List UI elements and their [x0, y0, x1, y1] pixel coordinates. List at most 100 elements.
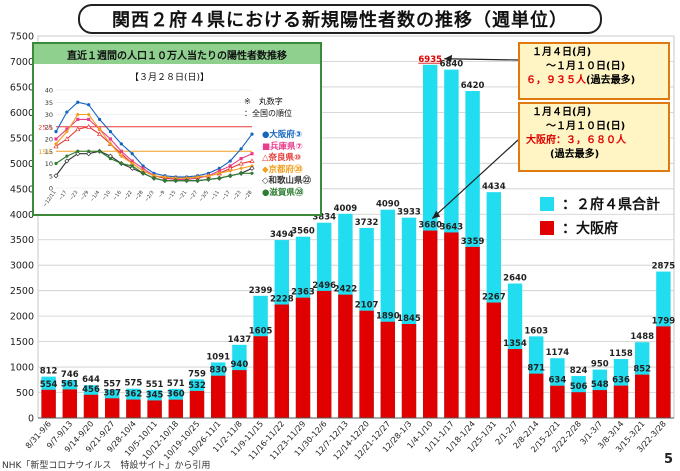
bar-osaka-value-label: 1845 — [397, 314, 421, 324]
inset-x-tick-label: ~15 — [166, 190, 177, 202]
inset-x-tick-label: ~21 — [177, 190, 188, 202]
bar-osaka-value-label: 2422 — [334, 285, 358, 295]
bar-osaka — [104, 398, 120, 418]
y-tick-label: 5500 — [10, 133, 34, 144]
region-peak-date-end: ～１月１０日(日) — [546, 61, 626, 72]
inset-legend: ●大阪府③ ■兵庫県⑦ △奈良県⑩ ◆京都府⑳ ◇和歌山県㉒ ●滋賀県㉘ — [262, 130, 311, 199]
inset-point — [75, 151, 81, 157]
bar-osaka-value-label: 1605 — [249, 326, 273, 336]
inset-point — [185, 179, 189, 183]
bar-total-value-label: 551 — [146, 380, 164, 390]
bar-osaka — [359, 310, 374, 418]
bar-total-value-label: 746 — [61, 370, 79, 380]
inset-point — [108, 157, 113, 161]
bar-total-value-label: 1158 — [609, 349, 633, 359]
legend-label-total: ：２府４県合計 — [562, 197, 660, 213]
inset-point — [75, 126, 81, 132]
bar-osaka-value-label: 2363 — [291, 288, 315, 298]
y-tick-label: 0 — [28, 414, 34, 425]
bar-osaka-value-label: 2107 — [355, 301, 379, 311]
inset-x-tick-label: ~17 — [221, 190, 232, 202]
inset-point — [64, 129, 69, 134]
bar-total-value-label: 6935 — [418, 55, 442, 65]
bar-total-value-label: 2399 — [249, 286, 273, 296]
bar-osaka — [507, 349, 523, 418]
bar-total-value-label: 3732 — [355, 218, 379, 228]
bar-osaka — [168, 399, 184, 418]
inset-x-tick-label: ~23 — [68, 190, 79, 202]
inset-point — [239, 147, 243, 151]
bar-osaka-value-label: 360 — [167, 390, 185, 400]
inset-y-tick-label: 5 — [49, 172, 53, 180]
inset-point — [53, 143, 59, 149]
inset-title: 直近１週間の人口１０万人当たりの陽性者数推移 — [34, 44, 320, 64]
inset-point — [228, 159, 232, 163]
bar-osaka — [401, 324, 417, 418]
inset-x-tick-label: ~11 — [210, 190, 221, 202]
inset-point — [76, 100, 80, 104]
bar-total-value-label: 759 — [188, 369, 206, 379]
y-tick-label: 3000 — [10, 261, 34, 272]
inset-point — [239, 171, 243, 175]
osaka-peak-suffix: (過去最多) — [550, 149, 600, 160]
inset-point — [86, 151, 92, 157]
bar-osaka — [613, 385, 629, 418]
inset-legend-item: ◇和歌山県㉒ — [262, 176, 311, 188]
bar-osaka-value-label: 387 — [103, 388, 121, 398]
bar-osaka-value-label: 506 — [570, 382, 588, 392]
y-tick-label: 2500 — [10, 286, 34, 297]
inset-x-tick-label: ~12/11 — [42, 190, 58, 209]
inset-x-tick-label: ~28 — [134, 190, 145, 202]
inset-legend-label: 大阪府③ — [269, 130, 303, 140]
inset-x-tick-label: ~9 — [157, 190, 166, 199]
inset-legend-marker: ● — [262, 187, 270, 198]
osaka-peak-date-end: ～１月１０日(日) — [546, 121, 626, 132]
bar-total-value-label: 571 — [167, 379, 185, 389]
osaka-peak-value: ３，６８０人 — [566, 135, 626, 146]
bar-total-value-label: 824 — [570, 366, 588, 376]
inset-point — [195, 174, 200, 179]
y-tick-label: 500 — [16, 388, 34, 399]
inset-legend-item: △奈良県⑩ — [262, 153, 311, 165]
osaka-peak-label: 大阪府： — [526, 135, 566, 146]
inset-series-line — [55, 113, 253, 179]
inset-point — [206, 177, 211, 182]
bar-osaka-value-label: 345 — [146, 390, 164, 400]
bar-osaka-value-label: 830 — [209, 366, 227, 376]
bar-osaka-value-label: 3643 — [440, 222, 464, 232]
bar-total-value-label: 1091 — [206, 352, 230, 362]
inset-point — [96, 131, 103, 137]
region-peak-date-start: １月４日(月) — [532, 47, 592, 58]
inset-y-tick-label: 20 — [45, 136, 53, 144]
inset-point — [97, 149, 102, 153]
legend-swatch-total — [540, 197, 554, 211]
inset-point — [129, 165, 135, 171]
inset-point — [250, 152, 254, 156]
bar-total-value-label: 3933 — [397, 208, 421, 218]
inset-point — [65, 110, 69, 114]
inset-point — [130, 161, 135, 166]
inset-point — [54, 161, 58, 166]
inset-point — [239, 166, 244, 171]
inset-note-rank: ※ 丸数字 — [244, 97, 283, 106]
chart-legend: ：２府４県合計 ：大阪府 — [540, 192, 660, 240]
bar-total-value-label: 4090 — [376, 200, 400, 210]
region-peak-callout: １月４日(月) ～１月１０日(日) ６，９３５人 (過去最多) — [518, 42, 670, 100]
bar-osaka — [210, 375, 226, 418]
inset-x-tick-label: ~29 — [79, 190, 90, 202]
y-tick-label: 4500 — [10, 184, 34, 195]
bar-osaka — [41, 389, 56, 418]
inset-point — [76, 149, 80, 153]
bar-total-value-label: 3494 — [270, 230, 294, 240]
y-tick-label: 4000 — [10, 210, 34, 221]
bar-osaka — [147, 400, 162, 418]
inset-y-tick-label: 25 — [45, 123, 53, 131]
inset-legend-marker: ● — [262, 130, 270, 140]
bar-osaka — [528, 373, 544, 418]
inset-ref-label-15: 15人 — [38, 148, 53, 156]
bar-osaka-value-label: 3359 — [461, 237, 485, 247]
inset-point — [97, 117, 102, 121]
bar-osaka — [83, 394, 99, 418]
bar-osaka-value-label: 940 — [231, 360, 249, 370]
